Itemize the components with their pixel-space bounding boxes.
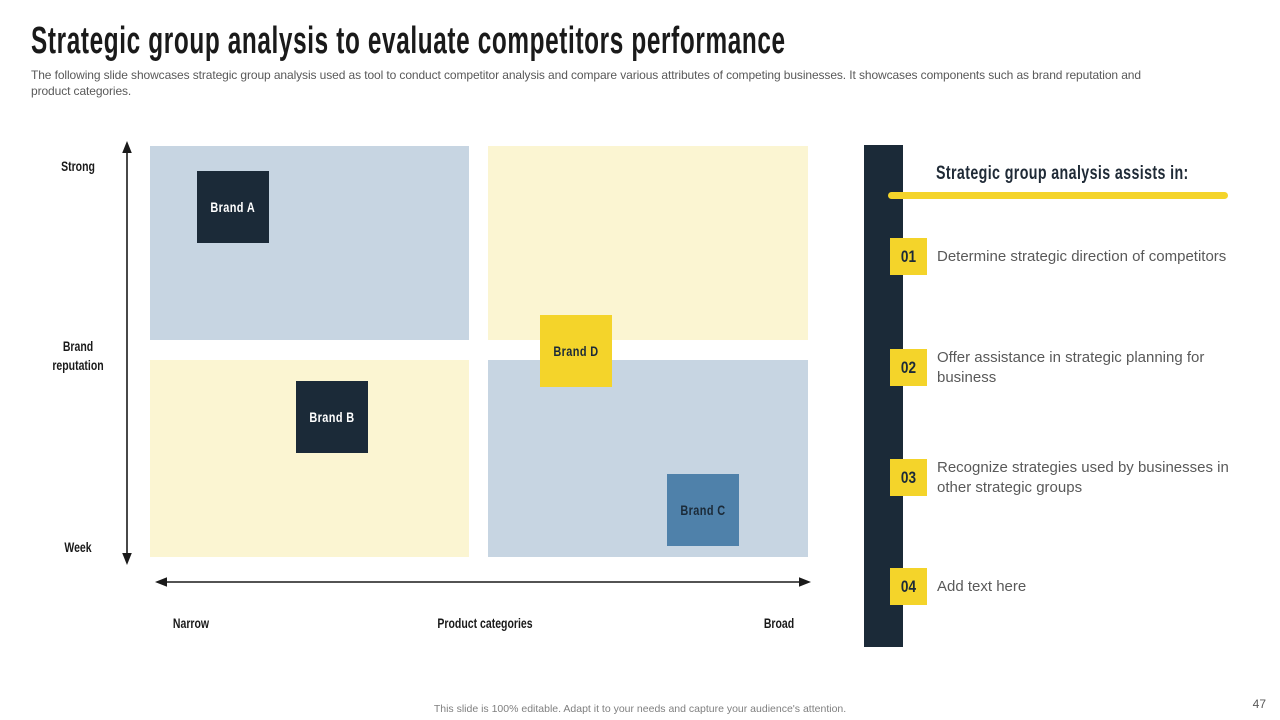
brand-a-label: Brand A: [210, 199, 256, 215]
item-3-number: 03: [900, 467, 917, 487]
x-axis-left-label: Narrow: [172, 615, 210, 631]
item-1-number: 01: [900, 246, 917, 266]
quadrant-bottom-right: [488, 360, 808, 557]
brand-d-box: Brand D: [540, 315, 612, 387]
quadrant-top-right: [488, 146, 808, 340]
y-axis-bottom-label: Week: [64, 539, 92, 555]
item-2-number-badge: 02: [890, 349, 927, 386]
item-1-text: Determine strategic direction of competi…: [937, 247, 1227, 265]
item-2-text: Offer assistance in strategic planning f…: [937, 349, 1205, 386]
item-3-text: Recognize strategies used by businesses …: [937, 459, 1229, 496]
item-3-number-badge: 03: [890, 459, 927, 496]
sidebar-item-2: 02 Offer assistance in strategic plannin…: [890, 348, 1258, 387]
sidebar-item-1: 01 Determine strategic direction of comp…: [890, 238, 1258, 275]
x-axis-arrow: [155, 577, 811, 587]
footer-note: This slide is 100% editable. Adapt it to…: [433, 703, 847, 715]
x-axis-title: Product categories: [437, 615, 533, 631]
sidebar-item-3: 03 Recognize strategies used by business…: [890, 458, 1258, 497]
item-4-number: 04: [900, 576, 917, 596]
item-4-number-badge: 04: [890, 568, 927, 605]
slide-subtitle: The following slide showcases strategic …: [31, 68, 1141, 98]
page-number: 47: [1252, 697, 1266, 711]
brand-d-label: Brand D: [553, 343, 599, 359]
brand-b-label: Brand B: [309, 409, 355, 425]
sidebar-item-4: 04 Add text here: [890, 568, 1258, 605]
brand-a-box: Brand A: [197, 171, 269, 243]
heading-underline-accent: [888, 192, 1228, 199]
brand-c-box: Brand C: [667, 474, 739, 546]
y-axis-arrow: [122, 141, 132, 565]
sidebar-accent-bar: [864, 145, 903, 647]
brand-b-box: Brand B: [296, 381, 368, 453]
item-1-number-badge: 01: [890, 238, 927, 275]
brand-c-label: Brand C: [680, 502, 726, 518]
y-axis-title: Brand reputation: [52, 338, 104, 373]
item-4-text: Add text here: [937, 577, 1027, 595]
x-axis-right-label: Broad: [763, 615, 795, 631]
y-axis-top-label: Strong: [61, 158, 95, 174]
slide-title: Strategic group analysis to evaluate com…: [31, 20, 786, 62]
item-2-number: 02: [900, 357, 917, 377]
sidebar-heading: Strategic group analysis assists in:: [936, 163, 1189, 184]
